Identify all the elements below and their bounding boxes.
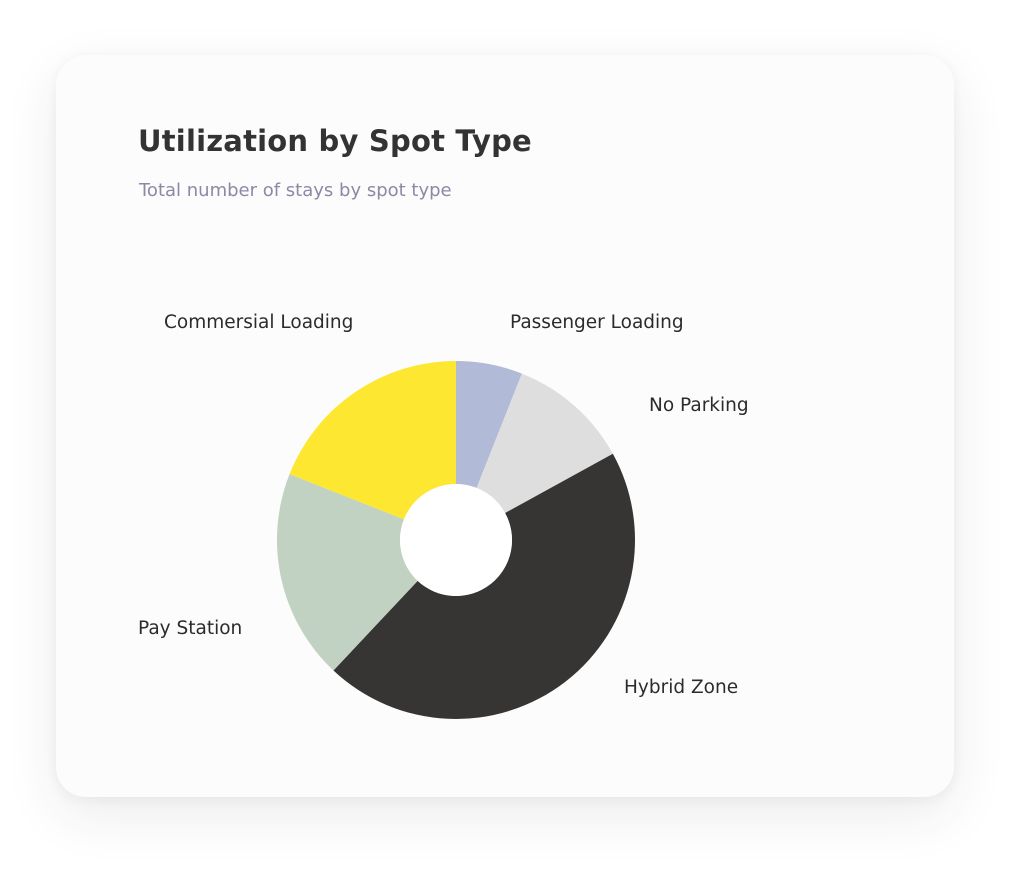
chart-subtitle: Total number of stays by spot type [139, 180, 452, 201]
slice-hybrid-zone[interactable] [333, 453, 635, 719]
slice-commersial-loading[interactable] [289, 361, 456, 520]
slice-label-commersial-loading: Commersial Loading [164, 312, 353, 333]
slice-pay-station[interactable] [277, 474, 418, 671]
chart-title: Utilization by Spot Type [138, 124, 532, 158]
donut-hole [400, 484, 512, 596]
slice-no-parking[interactable] [476, 373, 613, 514]
slice-passenger-loading[interactable] [456, 361, 522, 488]
slice-label-hybrid-zone: Hybrid Zone [624, 677, 738, 698]
slice-label-pay-station: Pay Station [138, 618, 242, 639]
slice-label-no-parking: No Parking [649, 395, 749, 416]
slice-label-passenger-loading: Passenger Loading [510, 312, 684, 333]
